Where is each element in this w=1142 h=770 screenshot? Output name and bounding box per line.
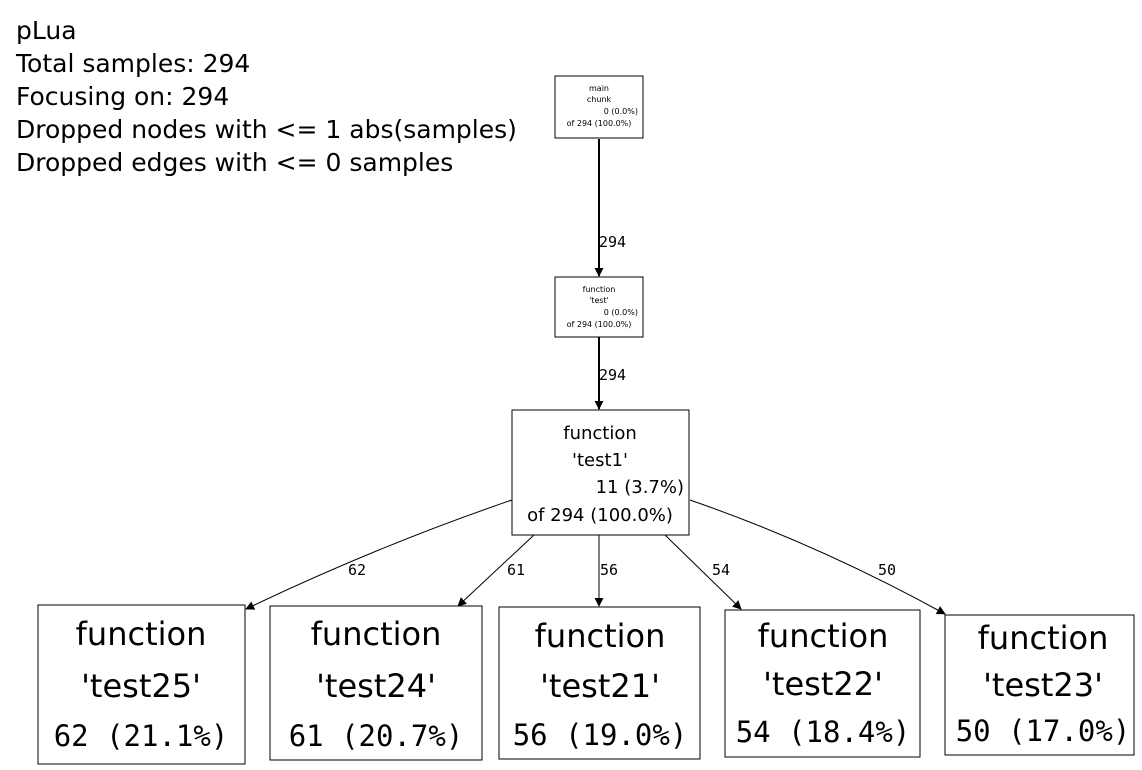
node-main-chunk[interactable]: main chunk 0 (0.0%) of 294 (100.0%): [554, 75, 644, 139]
edge-test1-to-test21[interactable]: 56: [594, 535, 618, 607]
node-test23[interactable]: function 'test23' 50 (17.0%): [944, 614, 1135, 756]
node-name: 'test23': [983, 666, 1103, 704]
profile-title: pLua: [16, 16, 77, 45]
edge-test1-to-test23[interactable]: 50: [689, 499, 946, 615]
dropped-edges-text: Dropped edges with <= 0 samples: [16, 148, 454, 177]
edge-main-to-test[interactable]: 294: [594, 139, 626, 277]
node-name: main: [589, 84, 609, 93]
node-cum-samples: of 294 (100.0%): [527, 505, 673, 526]
edge-label: 54: [712, 561, 730, 579]
node-name: 'test': [589, 296, 609, 305]
node-name: function: [978, 619, 1109, 657]
node-flat-samples: 0 (0.0%): [604, 107, 638, 116]
node-name: 'test22': [763, 665, 883, 703]
node-test24[interactable]: function 'test24' 61 (20.7%): [269, 605, 483, 761]
node-flat-samples: 0 (0.0%): [604, 308, 638, 317]
node-test1[interactable]: function 'test1' 11 (3.7%) of 294 (100.0…: [511, 409, 690, 536]
node-test[interactable]: function 'test' 0 (0.0%) of 294 (100.0%): [554, 276, 644, 338]
node-test25[interactable]: function 'test25' 62 (21.1%): [37, 604, 246, 765]
edge-test1-to-test22[interactable]: 54: [664, 534, 742, 610]
node-name: function: [563, 423, 637, 444]
total-samples-text: Total samples: 294: [16, 49, 251, 78]
node-name: function: [311, 615, 442, 653]
node-flat-samples: 11 (3.7%): [596, 477, 684, 498]
edge-label: 294: [599, 233, 626, 251]
node-test21[interactable]: function 'test21' 56 (19.0%): [498, 606, 701, 760]
edge-label: 61: [507, 561, 525, 579]
node-name: function: [758, 617, 889, 655]
focusing-text: Focusing on: 294: [16, 82, 230, 111]
node-cum-samples: of 294 (100.0%): [567, 119, 632, 128]
node-name: function: [76, 615, 207, 653]
edge-test1-to-test25[interactable]: 62: [245, 499, 513, 610]
node-flat-samples: 54 (18.4%): [736, 715, 911, 749]
edge-label: 56: [600, 561, 618, 579]
edge-label: 50: [878, 561, 896, 579]
node-flat-samples: 50 (17.0%): [956, 714, 1131, 748]
node-name: 'test25': [81, 667, 201, 705]
node-cum-samples: of 294 (100.0%): [567, 320, 632, 329]
node-name: 'test1': [572, 450, 628, 471]
edge-label: 62: [348, 561, 366, 579]
edge-label: 294: [599, 366, 626, 384]
node-name: 'test24': [316, 667, 436, 705]
node-name: function: [583, 285, 616, 294]
node-flat-samples: 61 (20.7%): [289, 719, 464, 753]
node-flat-samples: 62 (21.1%): [54, 719, 229, 753]
node-name: chunk: [587, 95, 612, 104]
edge-test-to-test1[interactable]: 294: [594, 337, 626, 410]
profile-header: pLua Total samples: 294 Focusing on: 294…: [16, 14, 517, 179]
edge-test1-to-test24[interactable]: 61: [457, 534, 535, 607]
node-test22[interactable]: function 'test22' 54 (18.4%): [724, 609, 921, 758]
dropped-nodes-text: Dropped nodes with <= 1 abs(samples): [16, 115, 517, 144]
node-name: 'test21': [540, 667, 660, 705]
node-name: function: [535, 617, 666, 655]
node-flat-samples: 56 (19.0%): [513, 718, 688, 752]
